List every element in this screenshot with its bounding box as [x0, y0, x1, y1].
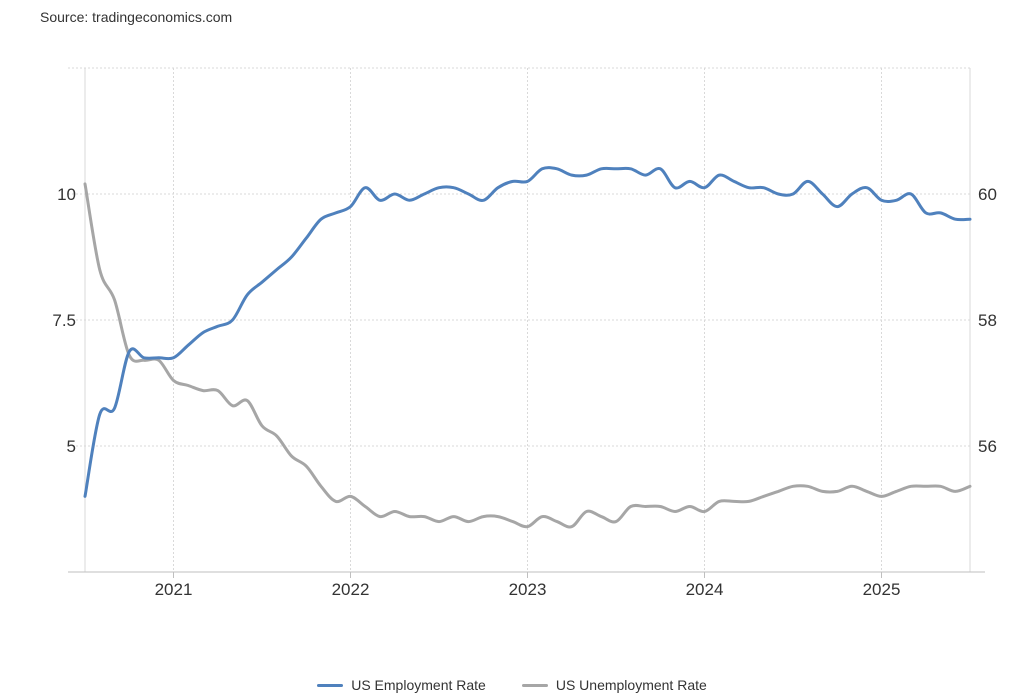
legend-swatch-unemployment: [521, 683, 548, 687]
series-layer: [83, 166, 972, 529]
y-left-tick-label: 10: [57, 185, 76, 204]
line-chart: 2021 2022 2023 2024 2025 5 7.5 10 56 58 60: [52, 67, 997, 599]
series-line-employment-rate: [83, 166, 972, 498]
y-left-tick-label: 7.5: [52, 311, 76, 330]
legend-item-unemployment[interactable]: US Unemployment Rate: [521, 677, 707, 693]
y-right-tick-label: 56: [978, 437, 997, 456]
x-tick-label: 2022: [332, 580, 370, 599]
axes: [68, 68, 985, 578]
legend-item-employment[interactable]: US Employment Rate: [317, 677, 486, 693]
source-label: Source: tradingeconomics.com: [40, 9, 233, 25]
y-right-tick-label: 58: [978, 311, 997, 330]
legend-label-unemployment: US Unemployment Rate: [555, 677, 707, 693]
x-tick-label: 2023: [509, 580, 547, 599]
legend-swatch-employment: [317, 683, 344, 687]
x-tick-label: 2025: [863, 580, 901, 599]
legend-label-employment: US Employment Rate: [351, 677, 486, 693]
x-tick-label: 2024: [686, 580, 724, 599]
y-right-tick-label: 60: [978, 185, 997, 204]
series-line-unemployment-rate: [83, 182, 972, 529]
legend: US Employment Rate US Unemployment Rate: [0, 677, 1024, 693]
tick-labels: 2021 2022 2023 2024 2025 5 7.5 10 56 58 60: [52, 185, 997, 599]
y-left-tick-label: 5: [67, 437, 76, 456]
x-tick-label: 2021: [155, 580, 193, 599]
grid-lines: [68, 67, 970, 572]
